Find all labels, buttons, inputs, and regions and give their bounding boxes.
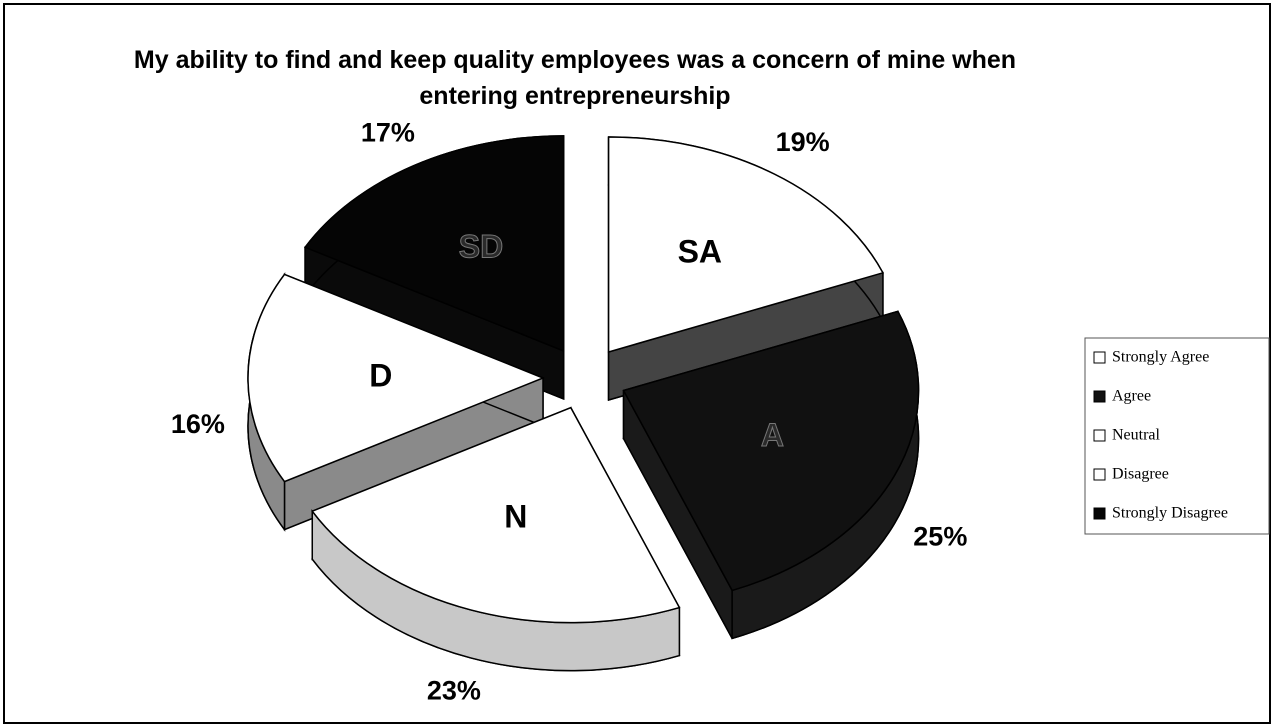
frame <box>3 3 1271 724</box>
slice-label: A <box>761 417 784 453</box>
legend-swatch <box>1093 390 1106 403</box>
legend-swatch <box>1093 351 1106 364</box>
legend-swatch <box>1093 507 1106 520</box>
value-label: 17% <box>361 117 415 147</box>
slice <box>622 310 920 592</box>
chart-title: My ability to find and keep quality empl… <box>133 46 1017 110</box>
legend-label: Strongly Disagree <box>1112 505 1228 522</box>
value-label: 16% <box>171 409 225 439</box>
slice <box>311 406 681 624</box>
legend-swatch <box>1093 429 1106 442</box>
legend-label: Neutral <box>1112 427 1161 444</box>
legend-box <box>1084 337 1270 535</box>
legend-label: Strongly Agree <box>1112 349 1209 366</box>
value-label: 19% <box>776 127 830 157</box>
legend-label: Agree <box>1112 388 1151 405</box>
slice <box>247 273 546 483</box>
legend-swatch <box>1093 468 1106 481</box>
slice-label: SD <box>459 229 503 265</box>
slice-label: D <box>369 357 392 393</box>
slice <box>303 135 565 352</box>
slice <box>607 136 884 353</box>
legend-label: Disagree <box>1112 466 1169 483</box>
slice-label: SA <box>678 234 722 270</box>
slice-label: N <box>504 498 527 534</box>
value-label: 23% <box>427 675 481 705</box>
value-label: 25% <box>913 522 967 552</box>
